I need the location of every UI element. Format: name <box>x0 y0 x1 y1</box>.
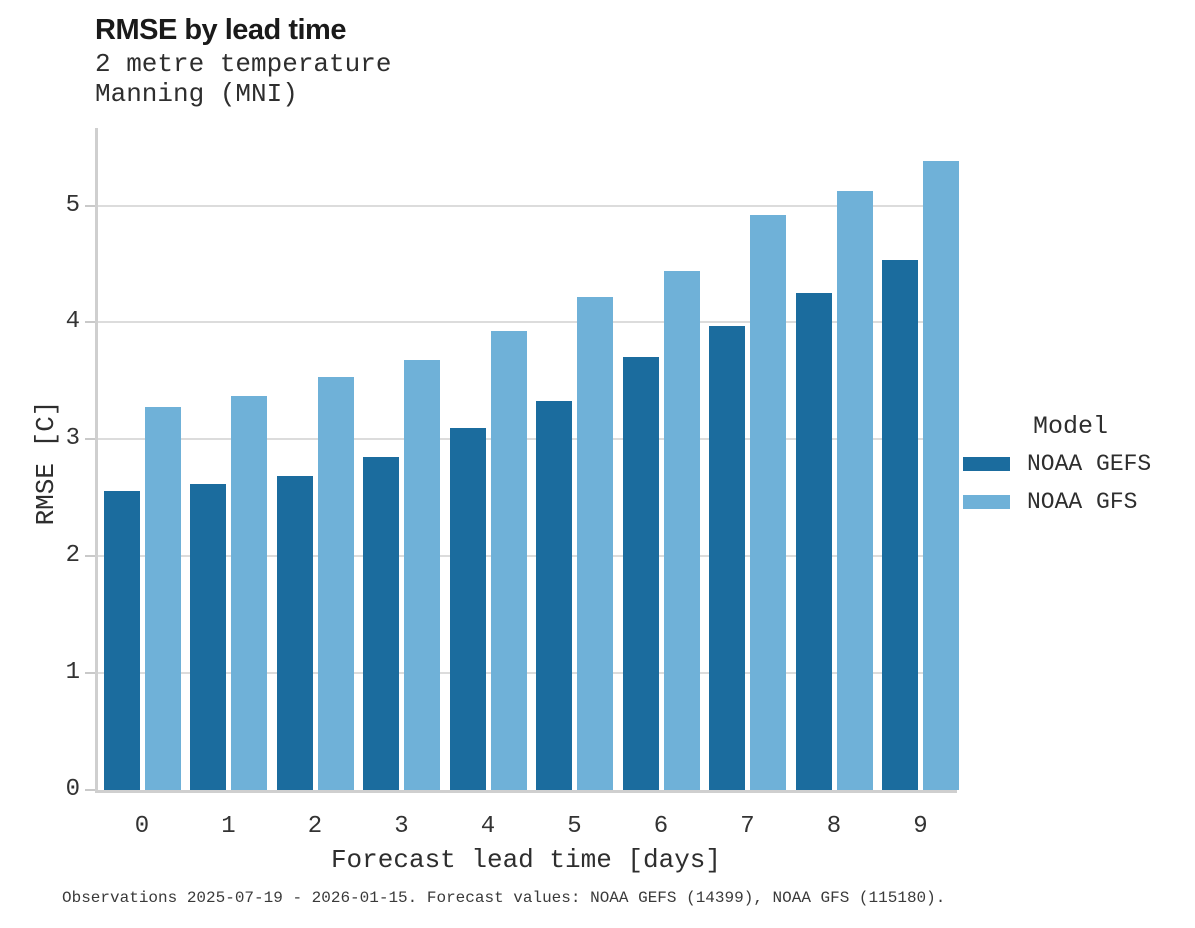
bar-noaa-gefs-day-4 <box>449 427 486 790</box>
bar-noaa-gefs-day-1 <box>190 483 226 790</box>
bar-noaa-gfs-day-9 <box>923 161 959 790</box>
legend-swatch-icon <box>963 495 1010 509</box>
bar-noaa-gefs-day-7 <box>709 325 745 790</box>
chart-subtitle: 2 metre temperature Manning (MNI) <box>95 49 392 109</box>
x-tick-label-3: 3 <box>394 813 409 840</box>
subtitle-line-1: 2 metre temperature <box>95 49 392 79</box>
gridline-y-1 <box>98 672 957 675</box>
bar-noaa-gefs-day-5 <box>536 400 572 790</box>
bar-noaa-gefs-day-9 <box>882 260 918 790</box>
gridline-y-4 <box>98 321 957 324</box>
y-axis-label: RMSE [C] <box>31 400 61 526</box>
legend-title: Model <box>1033 412 1109 441</box>
legend: Model NOAA GEFS NOAA GFS <box>963 412 1151 527</box>
y-tick-0 <box>85 789 95 791</box>
bar-noaa-gfs-day-3 <box>404 359 440 790</box>
y-tick-label-5: 5 <box>65 191 80 219</box>
legend-entry-noaa-gefs: NOAA GEFS <box>963 451 1151 477</box>
x-tick-label-8: 8 <box>826 813 842 840</box>
bar-noaa-gfs-day-5 <box>577 296 613 790</box>
bar-noaa-gfs-day-4 <box>490 330 527 790</box>
y-tick-1 <box>85 672 95 675</box>
x-tick-label-5: 5 <box>567 813 582 840</box>
x-tick-label-2: 2 <box>307 813 323 840</box>
bar-noaa-gfs-day-6 <box>663 270 700 790</box>
bar-noaa-gfs-day-2 <box>317 377 354 790</box>
bar-noaa-gfs-day-8 <box>836 191 873 790</box>
y-tick-label-2: 2 <box>65 542 80 570</box>
caption-text: Observations 2025-07-19 - 2026-01-15. Fo… <box>62 889 946 907</box>
y-tick-label-4: 4 <box>65 308 80 336</box>
bar-noaa-gefs-day-8 <box>795 293 832 790</box>
bar-noaa-gfs-day-7 <box>750 214 786 790</box>
gridline-y-5 <box>98 204 957 207</box>
bar-noaa-gfs-day-0 <box>144 406 181 790</box>
y-tick-label-0: 0 <box>65 776 80 803</box>
bar-noaa-gefs-day-6 <box>622 357 659 790</box>
x-axis-label: Forecast lead time [days] <box>330 845 722 875</box>
x-tick-label-0: 0 <box>134 813 150 840</box>
chart-title: RMSE by lead time <box>95 14 346 46</box>
x-tick-label-9: 9 <box>913 813 928 840</box>
y-tick-5 <box>85 204 95 207</box>
legend-label: NOAA GEFS <box>1027 451 1152 477</box>
bar-noaa-gfs-day-1 <box>231 396 267 790</box>
legend-label: NOAA GFS <box>1027 489 1138 515</box>
legend-entry-noaa-gfs: NOAA GFS <box>963 489 1151 515</box>
subtitle-line-2: Manning (MNI) <box>95 78 298 109</box>
plot-area: 0 1 2 3 4 5 0 1 2 3 4 5 6 7 8 9 <box>66 128 959 840</box>
bar-noaa-gefs-day-2 <box>276 475 313 790</box>
gridline-y-2 <box>98 555 957 558</box>
y-tick-2 <box>85 555 95 558</box>
legend-swatch-icon <box>963 457 1010 471</box>
y-tick-label-3: 3 <box>65 425 80 453</box>
x-tick-label-7: 7 <box>740 813 755 840</box>
bar-noaa-gefs-day-3 <box>363 456 399 790</box>
y-tick-3 <box>85 438 95 441</box>
y-tick-4 <box>85 321 95 324</box>
bar-noaa-gefs-day-0 <box>103 490 140 790</box>
x-tick-label-6: 6 <box>653 813 669 840</box>
x-tick-label-4: 4 <box>480 813 496 840</box>
x-tick-label-1: 1 <box>221 813 236 840</box>
gridline-y-3 <box>98 438 957 441</box>
y-tick-label-1: 1 <box>65 659 80 687</box>
